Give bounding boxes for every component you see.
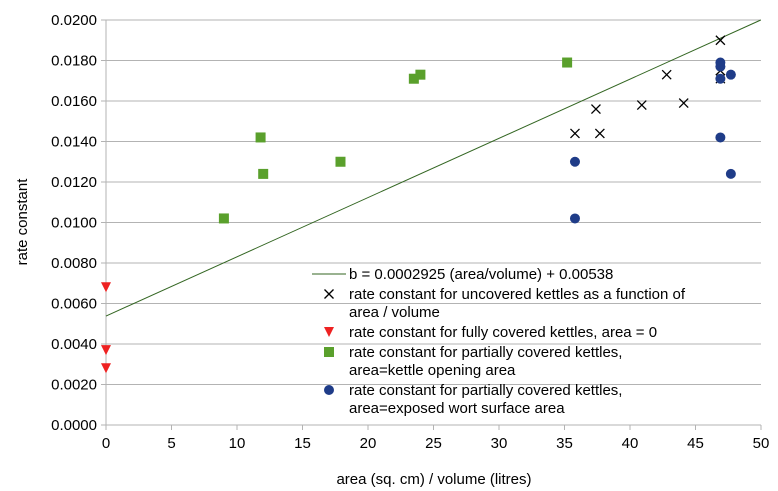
- y-tick-label: 0.0000: [51, 417, 97, 434]
- data-point: [590, 104, 601, 115]
- x-marker-stroke: [324, 289, 334, 299]
- legend-marker: [324, 327, 334, 337]
- data-point: [594, 128, 605, 139]
- x-axis-title: area (sq. cm) / volume (litres): [336, 471, 531, 488]
- legend-label: rate constant for partially covered kett…: [349, 344, 622, 361]
- legend-marker: [324, 347, 334, 357]
- series-4: [569, 57, 736, 224]
- data-point: [725, 69, 736, 80]
- x-tick-label: 50: [753, 435, 770, 452]
- legend-label: area=exposed wort surface area: [349, 400, 565, 417]
- data-point: [570, 128, 580, 139]
- data-point: [569, 213, 580, 224]
- data-point: [255, 132, 266, 143]
- x-marker-stroke: [678, 98, 689, 108]
- y-tick-label: 0.0120: [51, 174, 97, 191]
- data-point: [101, 282, 111, 293]
- data-points: [101, 35, 736, 374]
- x-marker-stroke: [636, 100, 647, 111]
- series-1: [570, 35, 726, 139]
- data-point: [335, 156, 346, 167]
- y-tick-label: 0.0200: [51, 12, 97, 29]
- x-marker-stroke: [661, 69, 672, 80]
- data-point: [258, 168, 269, 179]
- y-tick-label: 0.0140: [51, 134, 97, 151]
- x-tick-label: 5: [167, 435, 175, 452]
- x-tick-labels: 0 5 10 15 20 25 30 35 40 45 50: [102, 435, 770, 452]
- y-tick-label: 0.0160: [51, 93, 97, 110]
- legend-label: b = 0.0002925 (area/volume) + 0.00538: [349, 266, 613, 283]
- x-marker-stroke: [715, 35, 726, 46]
- legend-label: area=kettle opening area: [349, 362, 516, 379]
- x-marker-stroke: [594, 128, 605, 139]
- y-tick-label: 0.0020: [51, 377, 97, 394]
- data-point: [562, 57, 573, 68]
- x-marker-stroke: [590, 104, 601, 115]
- trendline-path: [105, 19, 761, 317]
- y-tick-label: 0.0180: [51, 53, 97, 70]
- data-point: [715, 132, 726, 143]
- data-point: [218, 213, 229, 224]
- data-point: [678, 98, 689, 108]
- data-point: [725, 168, 736, 179]
- y-tick-label: 0.0060: [51, 296, 97, 313]
- series-3: [218, 57, 573, 224]
- y-tick-label: 0.0100: [51, 215, 97, 232]
- axes: [101, 19, 762, 430]
- data-point: [661, 69, 672, 80]
- data-point: [715, 73, 726, 84]
- x-marker-stroke: [570, 128, 580, 139]
- data-point: [715, 61, 726, 72]
- legend-label: rate constant for fully covered kettles,…: [349, 324, 657, 341]
- legend-label: rate constant for partially covered kett…: [349, 382, 622, 399]
- series-2: [101, 282, 111, 374]
- x-tick-label: 20: [360, 435, 377, 452]
- trendline: [105, 19, 761, 317]
- data-point: [415, 69, 426, 80]
- legend-marker: [324, 289, 334, 299]
- data-point: [101, 363, 111, 374]
- x-tick-label: 40: [622, 435, 639, 452]
- legend: b = 0.0002925 (area/volume) + 0.00538 rat…: [312, 266, 686, 417]
- data-point: [715, 35, 726, 46]
- y-axis-title: rate constant: [14, 178, 31, 266]
- x-tick-label: 10: [229, 435, 246, 452]
- legend-marker: [324, 385, 334, 395]
- data-point: [101, 345, 111, 356]
- x-tick-label: 35: [556, 435, 573, 452]
- y-tick-labels: 0.0000 0.0020 0.0040 0.0060 0.0080 0.0100 0.01…: [51, 12, 97, 434]
- legend-label: area / volume: [349, 304, 440, 321]
- y-tick-label: 0.0040: [51, 336, 97, 353]
- data-point: [569, 156, 580, 167]
- legend-label: rate constant for uncovered kettles as a…: [349, 286, 686, 303]
- x-tick-label: 30: [491, 435, 508, 452]
- data-point: [636, 100, 647, 111]
- x-tick-label: 15: [294, 435, 311, 452]
- y-tick-label: 0.0080: [51, 255, 97, 272]
- x-tick-label: 25: [425, 435, 442, 452]
- data-point: [408, 73, 419, 84]
- x-tick-label: 45: [687, 435, 704, 452]
- grid-lines: [106, 19, 761, 426]
- x-tick-label: 0: [102, 435, 110, 452]
